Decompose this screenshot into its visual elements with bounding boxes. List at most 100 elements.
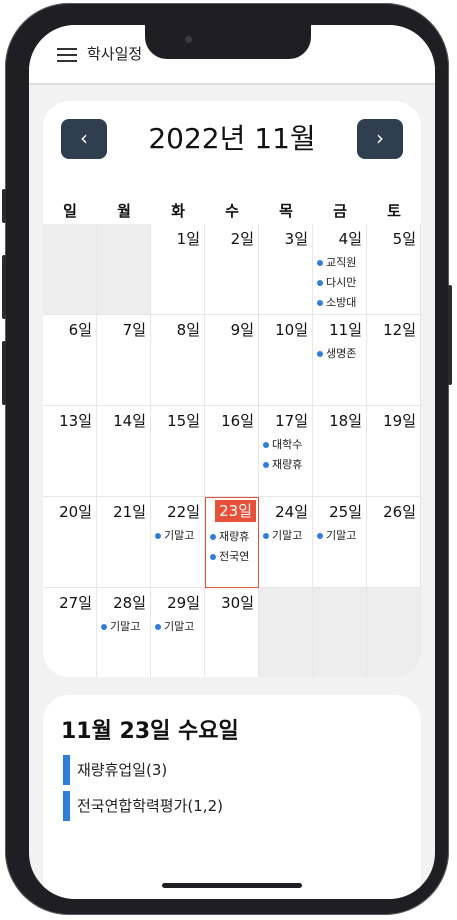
weekday-label: 수	[225, 202, 239, 220]
calendar-event[interactable]: 기말고	[263, 526, 312, 546]
calendar-day-cell[interactable]: 30일	[205, 588, 259, 677]
calendar-day-cell[interactable]: 16일	[205, 406, 259, 497]
calendar-day-cell[interactable]: 24일 기말고	[259, 497, 313, 588]
calendar-empty-cell	[367, 588, 421, 677]
day-number: 21일	[113, 503, 146, 521]
calendar-event[interactable]: 재량휴	[263, 455, 312, 475]
weekday-label: 목	[279, 202, 293, 220]
calendar-day-cell[interactable]: 1일	[151, 224, 205, 315]
day-number: 7일	[122, 321, 146, 339]
event-item[interactable]: 재량휴업일(3)	[63, 755, 223, 785]
calendar-event[interactable]: 기말고	[155, 526, 204, 546]
day-number: 30일	[221, 594, 254, 612]
day-number: 29일	[167, 594, 200, 612]
event-dot-icon	[263, 533, 269, 539]
calendar-day-cell[interactable]: 10일	[259, 315, 313, 406]
calendar-month-title: 2022년 11월	[148, 122, 316, 155]
calendar-day-cell[interactable]: 15일	[151, 406, 205, 497]
calendar-day-cell[interactable]: 21일	[97, 497, 151, 588]
calendar-day-cell[interactable]: 27일	[43, 588, 97, 677]
calendar-event[interactable]: 기말고	[101, 617, 150, 637]
day-number: 16일	[221, 412, 254, 430]
event-dot-icon	[317, 280, 323, 286]
day-number: 17일	[275, 412, 308, 430]
day-number: 23일	[215, 500, 256, 522]
calendar-event[interactable]: 재량휴	[210, 527, 258, 547]
event-dot-icon	[263, 462, 269, 468]
calendar-day-cell[interactable]: 13일	[43, 406, 97, 497]
notch	[145, 25, 311, 59]
calendar-event[interactable]: 생명존	[317, 344, 366, 364]
day-number: 20일	[59, 503, 92, 521]
calendar-day-cell[interactable]: 26일	[367, 497, 421, 588]
event-dot-icon	[317, 260, 323, 266]
calendar-event[interactable]: 대학수	[263, 435, 312, 455]
calendar-event-label: 기말고	[272, 529, 303, 542]
calendar-event[interactable]: 기말고	[155, 617, 204, 637]
calendar-day-cell[interactable]: 7일	[97, 315, 151, 406]
day-number: 26일	[383, 503, 416, 521]
calendar-day-cell[interactable]: 9일	[205, 315, 259, 406]
calendar-day-cell[interactable]: 6일	[43, 315, 97, 406]
day-number: 9일	[230, 321, 254, 339]
calendar-event[interactable]: 다시만	[317, 273, 366, 293]
calendar-event-label: 대학수	[272, 438, 303, 451]
calendar-event-label: 전국연	[219, 550, 250, 563]
calendar-event[interactable]: 소방대	[317, 293, 366, 313]
calendar-day-cell[interactable]: 3일	[259, 224, 313, 315]
day-number: 25일	[329, 503, 362, 521]
calendar-day-cell[interactable]: 20일	[43, 497, 97, 588]
calendar-event[interactable]: 교직원	[317, 253, 366, 273]
calendar-day-cell[interactable]: 2일	[205, 224, 259, 315]
calendar-day-cell[interactable]: 22일 기말고	[151, 497, 205, 588]
app-title: 학사일정	[87, 45, 143, 63]
day-number: 15일	[167, 412, 200, 430]
calendar-card: 2022년 11월 ‹ › 일 월 화 수 목 금 토 1일 2일 3일 4일 교직원 다…	[43, 101, 421, 677]
event-item-label: 재량휴업일(3)	[77, 761, 168, 779]
calendar-event-label: 재량휴	[272, 458, 303, 471]
weekday-header: 일 월 화 수 목 금 토	[43, 200, 421, 222]
day-number: 19일	[383, 412, 416, 430]
prev-month-button[interactable]: ‹	[61, 119, 107, 159]
calendar-event-label: 기말고	[164, 620, 195, 633]
calendar-day-cell[interactable]: 8일	[151, 315, 205, 406]
calendar-day-cell[interactable]: 4일 교직원 다시만 소방대	[313, 224, 367, 315]
day-number: 6일	[68, 321, 92, 339]
day-events: 기말고	[317, 526, 366, 546]
weekday-label: 금	[333, 202, 347, 220]
event-color-bar	[63, 755, 70, 785]
selected-date-title: 11월 23일 수요일	[61, 719, 239, 744]
day-number: 5일	[392, 230, 416, 248]
day-number: 10일	[275, 321, 308, 339]
day-events: 기말고	[263, 526, 312, 546]
day-number: 14일	[113, 412, 146, 430]
calendar-empty-cell	[313, 588, 367, 677]
event-dot-icon	[155, 624, 161, 630]
menu-icon[interactable]	[57, 48, 77, 62]
next-month-button[interactable]: ›	[357, 119, 403, 159]
calendar-event[interactable]: 기말고	[317, 526, 366, 546]
day-number: 12일	[383, 321, 416, 339]
day-number: 13일	[59, 412, 92, 430]
calendar-day-cell[interactable]: 18일	[313, 406, 367, 497]
calendar-day-cell[interactable]: 11일 생명존	[313, 315, 367, 406]
calendar-event-label: 재량휴	[219, 530, 250, 543]
calendar-day-cell[interactable]: 12일	[367, 315, 421, 406]
calendar-day-cell[interactable]: 14일	[97, 406, 151, 497]
day-number: 18일	[329, 412, 362, 430]
calendar-day-cell[interactable]: 28일 기말고	[97, 588, 151, 677]
screen: 학사일정 2022년 11월 ‹ › 일 월 화 수 목 금 토 1일 2일 3일 4…	[29, 25, 435, 899]
event-item[interactable]: 전국연합학력평가(1,2)	[63, 791, 223, 821]
calendar-empty-cell	[97, 224, 151, 315]
calendar-day-cell[interactable]: 5일	[367, 224, 421, 315]
calendar-day-cell[interactable]: 19일	[367, 406, 421, 497]
calendar-event[interactable]: 전국연	[210, 547, 258, 567]
day-events: 기말고	[155, 526, 204, 546]
event-dot-icon	[101, 624, 107, 630]
